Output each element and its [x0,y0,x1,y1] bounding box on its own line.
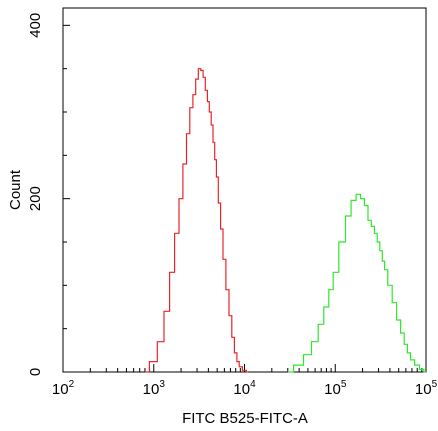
x-tick-label: 104 [233,379,256,398]
series-green-histogram [287,193,426,373]
x-axis-label: FITC B525-FITC-A [182,410,308,427]
x-tick-label: 105 [415,379,438,398]
x-tick-label: 103 [143,379,166,398]
y-tick-label: 400 [27,13,44,38]
series-red-histogram [145,68,249,373]
y-tick-label: 0 [27,368,44,376]
y-tick-label: 200 [27,186,44,211]
plot-frame [62,7,427,373]
y-axis-label: Count [7,169,24,210]
x-tick-label: 105 [324,379,347,398]
x-tick-label: 102 [52,379,75,398]
